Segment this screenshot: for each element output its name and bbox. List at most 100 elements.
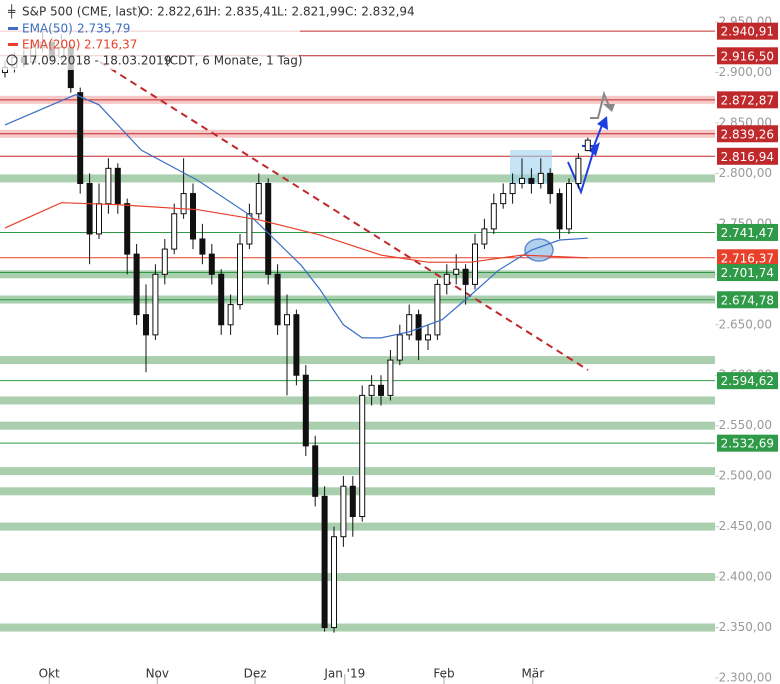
price-tag-label: 2.872,87 (721, 93, 774, 107)
x-tick-label: Okt (39, 667, 60, 681)
price-tag-label: 2.940,91 (721, 25, 774, 39)
candle-body (114, 167, 121, 205)
candle-body (566, 182, 572, 230)
price-tag (717, 22, 778, 40)
price-tag (717, 223, 778, 241)
y-tick-label: 2.500,00 (719, 469, 772, 483)
price-tag (717, 372, 778, 390)
candle-body (387, 359, 394, 396)
candle-body (443, 273, 450, 285)
candle-body (255, 182, 262, 215)
price-tag (717, 125, 778, 143)
candle-body (208, 253, 215, 275)
price-tag (717, 249, 778, 267)
projection-arrow (567, 145, 596, 195)
clock-icon (6, 54, 18, 66)
ema200-name: EMA(200) (22, 38, 80, 52)
x-tick-label: Nov (146, 667, 169, 681)
price-tag-label: 2.916,50 (721, 49, 774, 63)
y-tick-label: 2.800,00 (719, 166, 772, 180)
price-tag-label: 2.532,69 (721, 437, 774, 451)
symbol: S&P 500 (CME, last) (22, 5, 142, 19)
background-layer: 2.300,00 2.350,00 2.400,00 2.450,00 2.500,00… (0, 15, 772, 684)
support-zone (0, 174, 715, 183)
candle-body (434, 283, 441, 336)
candle-body (180, 193, 187, 215)
bar-icon: ╪ (7, 4, 16, 19)
candle-body (274, 273, 281, 326)
candle-body (133, 253, 140, 316)
candle-body (96, 203, 102, 235)
candle-body (406, 314, 413, 336)
price-tag (717, 47, 778, 65)
candle-body (199, 238, 206, 255)
candle-body (472, 243, 478, 285)
open: O: 2.822,61 (140, 5, 211, 19)
ema50-value: 2.735,79 (77, 22, 130, 36)
candle-body (105, 167, 112, 205)
price-tag-label: 2.839,26 (721, 127, 774, 141)
ema-line (4, 202, 588, 263)
price-tag (717, 291, 778, 309)
price-tag (717, 147, 778, 165)
candle-body (519, 177, 525, 184)
candle-body (359, 394, 366, 518)
candle-body (190, 193, 196, 240)
x-tick-label: Mär (521, 667, 544, 681)
y-tick-label: 2.450,00 (719, 519, 772, 533)
candle-body (321, 495, 328, 629)
candle-body (86, 182, 93, 235)
price-tag (717, 434, 778, 452)
candle-body (584, 139, 591, 152)
candle-body (218, 273, 225, 326)
y-tick-label: 2.350,00 (719, 620, 772, 634)
candle-body (490, 203, 497, 230)
price-tag-label: 2.741,47 (721, 226, 774, 240)
y-tick-label: 2.900,00 (719, 65, 772, 79)
candle-body (265, 182, 272, 275)
header-bg (0, 0, 300, 70)
candle-body (481, 228, 488, 245)
alt-arrow (590, 90, 611, 119)
price-tag-label: 2.716,37 (721, 251, 774, 265)
x-tick-label: Dez (244, 667, 267, 681)
support-zone (0, 467, 715, 476)
close: C: 2.832,94 (345, 5, 415, 19)
candle-body (556, 193, 563, 230)
price-tag-label: 2.701,74 (721, 266, 774, 280)
candle-body (237, 243, 243, 306)
candle-body (368, 384, 375, 396)
x-tick-label: Feb (433, 667, 454, 681)
candle-body (77, 92, 84, 184)
candle-body (152, 273, 159, 336)
high: H: 2.835,41 (208, 5, 278, 19)
candle-body (171, 213, 178, 250)
y-tick-label: 2.400,00 (719, 570, 772, 584)
price-tag (717, 91, 778, 109)
support-zone (0, 396, 715, 405)
arrow-head (597, 116, 608, 130)
candle-body (227, 304, 234, 326)
x-tick-label: Jan '19 (323, 667, 365, 681)
range-info: (CDT, 6 Monate, 1 Tag) (165, 54, 303, 68)
ema50-name: EMA(50) (22, 22, 73, 36)
trend-line (99, 61, 589, 371)
support-zone (0, 270, 715, 279)
candle-body (500, 193, 507, 205)
support-zone (0, 421, 715, 430)
price-tag-label: 2.816,94 (721, 150, 774, 164)
price-tag-label: 2.594,62 (721, 374, 774, 388)
candle-body (378, 384, 384, 396)
candle-body (312, 445, 319, 497)
date-range: 17.09.2018 - 18.03.2019 (22, 54, 171, 68)
candle-body (161, 248, 168, 275)
candle-body (547, 172, 554, 195)
support-zone (0, 522, 715, 531)
support-zone (0, 573, 715, 582)
candle-body (331, 536, 337, 629)
arrow-head (603, 104, 615, 112)
candle-body (246, 213, 253, 245)
candle-body (537, 172, 544, 184)
low: L: 2.821,99 (277, 5, 345, 19)
candle-body (575, 157, 582, 184)
